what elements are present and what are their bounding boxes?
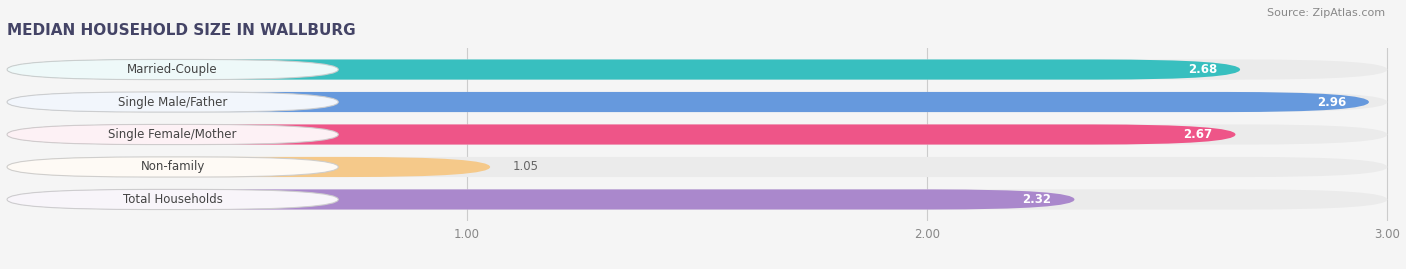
FancyBboxPatch shape bbox=[7, 59, 339, 80]
FancyBboxPatch shape bbox=[7, 59, 1388, 80]
FancyBboxPatch shape bbox=[7, 189, 1074, 210]
Text: 2.96: 2.96 bbox=[1316, 95, 1346, 108]
FancyBboxPatch shape bbox=[7, 157, 339, 177]
Text: Total Households: Total Households bbox=[122, 193, 222, 206]
Text: 1.05: 1.05 bbox=[513, 161, 538, 174]
Text: 2.32: 2.32 bbox=[1022, 193, 1052, 206]
Text: Non-family: Non-family bbox=[141, 161, 205, 174]
FancyBboxPatch shape bbox=[7, 189, 1388, 210]
FancyBboxPatch shape bbox=[7, 92, 1369, 112]
Text: Source: ZipAtlas.com: Source: ZipAtlas.com bbox=[1267, 8, 1385, 18]
Text: 2.67: 2.67 bbox=[1184, 128, 1212, 141]
FancyBboxPatch shape bbox=[7, 157, 1388, 177]
FancyBboxPatch shape bbox=[7, 125, 339, 144]
FancyBboxPatch shape bbox=[7, 59, 1240, 80]
Text: MEDIAN HOUSEHOLD SIZE IN WALLBURG: MEDIAN HOUSEHOLD SIZE IN WALLBURG bbox=[7, 23, 356, 38]
FancyBboxPatch shape bbox=[7, 125, 1388, 144]
Text: 2.68: 2.68 bbox=[1188, 63, 1218, 76]
FancyBboxPatch shape bbox=[7, 92, 339, 112]
Text: Single Male/Father: Single Male/Father bbox=[118, 95, 228, 108]
Text: Married-Couple: Married-Couple bbox=[128, 63, 218, 76]
FancyBboxPatch shape bbox=[7, 157, 491, 177]
FancyBboxPatch shape bbox=[7, 189, 339, 210]
Text: Single Female/Mother: Single Female/Mother bbox=[108, 128, 238, 141]
FancyBboxPatch shape bbox=[7, 125, 1236, 144]
FancyBboxPatch shape bbox=[7, 92, 1388, 112]
